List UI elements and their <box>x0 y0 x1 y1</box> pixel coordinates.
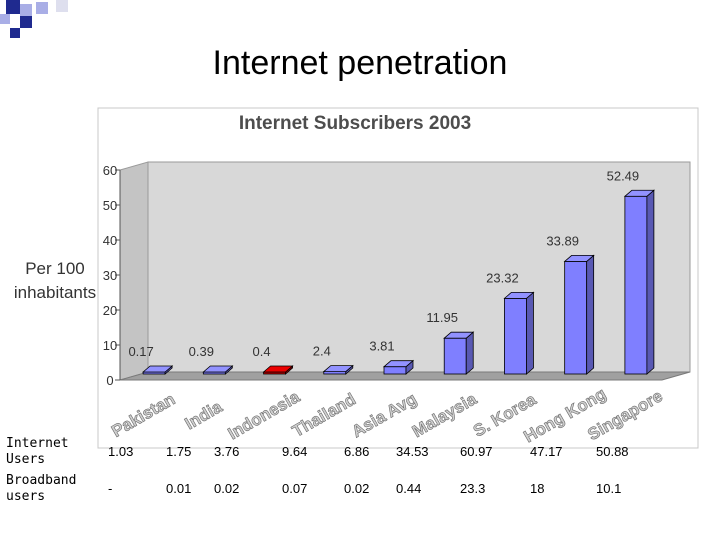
bar-top <box>443 331 475 339</box>
y-tick-label: 0 <box>106 373 113 388</box>
bar-side <box>465 331 474 375</box>
bar-top <box>563 254 595 262</box>
bar-value-label: 0.4 <box>253 344 271 359</box>
bar-top <box>382 360 415 368</box>
y-tick-label: 30 <box>103 268 117 283</box>
bar-top <box>322 365 354 373</box>
bar <box>443 331 475 375</box>
bar <box>142 365 174 375</box>
table-cell: 23.3 <box>460 481 486 496</box>
slide-title: Internet penetration <box>212 44 508 82</box>
table-cell: 3.76 <box>214 444 240 459</box>
bar-value-label: 2.4 <box>313 344 331 359</box>
table-cell: 60.97 <box>460 444 493 459</box>
table-cell: 18 <box>530 481 545 496</box>
table-cell: 1.75 <box>166 444 192 459</box>
table-cell: 9.64 <box>282 444 308 459</box>
bar-front <box>443 337 467 375</box>
bar-top <box>262 365 294 373</box>
table-cell: 47.17 <box>530 444 563 459</box>
bar <box>202 365 234 375</box>
bar-front <box>383 366 407 375</box>
y-axis-label: Per 100 <box>25 259 85 278</box>
y-tick-label: 50 <box>103 198 117 213</box>
table-cell: 0.44 <box>396 481 422 496</box>
bar <box>503 291 535 375</box>
y-tick-label: 20 <box>103 303 117 318</box>
bar-side <box>646 189 655 375</box>
bar <box>382 359 415 375</box>
bar <box>262 365 294 375</box>
bar-value-label: 3.81 <box>369 339 394 354</box>
bar-front <box>504 297 527 375</box>
bar-value-label: 52.49 <box>607 168 640 183</box>
bar-top <box>202 365 234 373</box>
bar-top <box>503 291 535 299</box>
y-axis-label-line2: inhabitants <box>14 283 96 302</box>
bar-front <box>564 260 588 375</box>
table-row-label: Internet Users <box>6 436 69 467</box>
corner-decoration <box>0 0 68 38</box>
bar-value-label: 33.89 <box>546 233 579 248</box>
bar-value-label: 23.32 <box>486 270 519 285</box>
table-cell: 0.07 <box>282 481 308 496</box>
table-cell: 50.88 <box>596 444 629 459</box>
table-cell: 34.53 <box>396 444 429 459</box>
table-cell: 1.03 <box>108 444 134 459</box>
bar-side <box>586 254 595 375</box>
bar-front <box>624 195 648 375</box>
table-cell: 0.02 <box>344 481 370 496</box>
bar-side <box>526 291 534 375</box>
bar-value-label: 0.17 <box>128 344 153 359</box>
y-tick-label: 60 <box>103 163 117 178</box>
bar-value-label: 11.95 <box>426 310 458 325</box>
table-cell: 0.02 <box>214 481 240 496</box>
y-tick-label: 10 <box>103 338 117 353</box>
bar <box>563 254 595 375</box>
y-tick-label: 40 <box>103 233 117 248</box>
table-row-label: Broadband users <box>6 473 77 504</box>
bar-value-label: 0.39 <box>189 344 214 359</box>
bar <box>623 189 655 375</box>
table-cell: - <box>108 481 113 496</box>
table-cell: 10.1 <box>596 481 622 496</box>
chart-floor <box>119 371 691 381</box>
chart-back-wall <box>147 161 691 373</box>
bar-top <box>623 189 655 197</box>
table-cell: 6.86 <box>344 444 370 459</box>
table-cell: 0.01 <box>166 481 192 496</box>
bar <box>322 364 354 375</box>
chart-title: Internet Subscribers 2003 <box>239 113 471 134</box>
bar-top <box>142 365 174 373</box>
